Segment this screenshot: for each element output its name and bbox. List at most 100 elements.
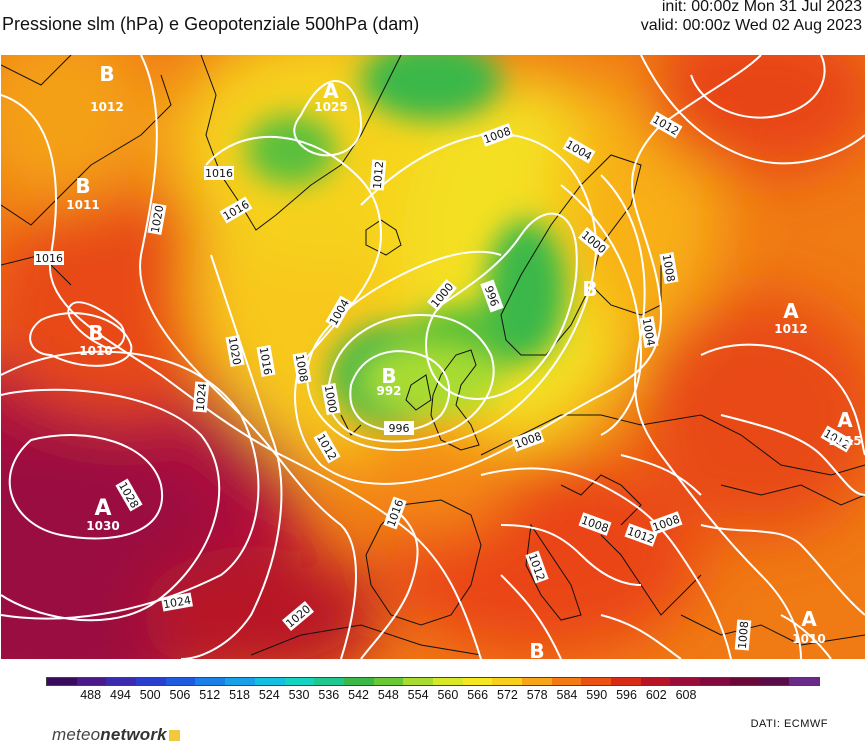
chart-title: Pressione slm (hPa) e Geopotenziale 500h…	[2, 14, 420, 34]
isobar-label: 1020	[149, 204, 167, 234]
colorbar-swatch	[522, 678, 552, 685]
colorbar-swatch	[640, 678, 671, 685]
svg-text:1015: 1015	[828, 434, 861, 448]
colorbar-tick-label: 554	[407, 688, 429, 702]
svg-text:1012: 1012	[90, 100, 123, 114]
colorbar-tick-label: 602	[645, 688, 667, 702]
svg-text:1010: 1010	[792, 632, 825, 646]
svg-text:1010: 1010	[79, 344, 112, 358]
colorbar-swatch	[403, 678, 433, 685]
low-centre: B	[529, 639, 544, 659]
svg-text:1025: 1025	[314, 100, 347, 114]
meteonetwork-logo: meteonetwork	[52, 725, 180, 745]
colorbar-tick-label: 494	[109, 688, 131, 702]
colorbar-tick-label: 572	[496, 688, 518, 702]
isobar-label: 1000	[322, 384, 340, 414]
geopotential-field	[1, 55, 865, 659]
svg-text:1030: 1030	[86, 519, 119, 533]
colorbar-swatch	[462, 678, 493, 685]
svg-text:B: B	[529, 639, 544, 659]
colorbar-swatch	[106, 678, 137, 685]
svg-text:1011: 1011	[66, 198, 99, 212]
isobar-label: 1008	[736, 621, 751, 650]
low-centre: B 1012	[90, 62, 123, 114]
colorbar-swatch	[254, 678, 285, 685]
colorbar-tick-label: 536	[318, 688, 340, 702]
coastlines	[1, 55, 865, 656]
data-source: DATI: ECMWF	[750, 718, 828, 730]
isobar-label: 1020	[226, 336, 244, 366]
isobars	[1, 55, 865, 659]
colorbar-swatch	[551, 678, 582, 685]
svg-text:A: A	[94, 496, 111, 521]
svg-text:B: B	[88, 321, 103, 345]
colorbar-swatch	[373, 678, 404, 685]
colorbar-swatch	[314, 678, 344, 685]
colorbar-swatch	[47, 678, 77, 685]
high-centre: A 1015	[828, 408, 861, 448]
brand-bold: network	[100, 725, 167, 744]
svg-text:B: B	[582, 277, 597, 301]
colorbar-tick-label: 518	[229, 688, 250, 702]
colorbar-tick-label: 500	[139, 688, 161, 702]
isobar-label: 1004	[640, 317, 658, 347]
colorbar-swatch	[759, 678, 790, 685]
colorbar-tick-label: 566	[467, 688, 489, 702]
colorbar-tick-label: 512	[199, 688, 221, 702]
svg-text:B: B	[381, 364, 396, 388]
colorbar-swatch	[165, 678, 196, 685]
colorbar-swatch	[432, 678, 463, 685]
colorbar-swatch	[195, 678, 226, 685]
isobar-label: 1016	[205, 167, 233, 180]
colorbar-swatch	[789, 678, 819, 685]
colorbar-swatch	[76, 678, 107, 685]
svg-text:A: A	[801, 607, 817, 631]
weather-map: 1016 1016 1016 1020 1020 1020 1024 1024 …	[1, 55, 865, 659]
svg-text:B: B	[75, 174, 90, 198]
svg-text:1012: 1012	[774, 322, 807, 336]
map-canvas: 1016 1016 1016 1020 1020 1020 1024 1024 …	[1, 55, 865, 659]
colorbar-swatch	[700, 678, 730, 685]
init-time: init: 00:00z Mon 31 Jul 2023	[661, 0, 862, 15]
colorbar-tick-label: 584	[556, 688, 578, 702]
colorbar-tick-label: 548	[377, 688, 399, 702]
colorbar-tick-label: 488	[80, 688, 102, 702]
colorbar-tick-label: 590	[586, 688, 608, 702]
svg-text:992: 992	[376, 384, 401, 398]
colorbar-swatch	[225, 678, 255, 685]
svg-text:A: A	[837, 408, 853, 432]
colorbar-swatch	[670, 678, 701, 685]
svg-text:A: A	[783, 299, 799, 323]
isobar-label: 1024	[162, 594, 192, 612]
colorbar-tick-label: 578	[526, 688, 548, 702]
colorbar-swatch	[136, 678, 166, 685]
isobar-label: 1024	[194, 383, 209, 412]
colorbar-swatch	[343, 678, 374, 685]
colorbar-tick-label: 524	[258, 688, 280, 702]
colorbar-tick-label: 542	[348, 688, 369, 702]
colorbar-swatch	[284, 678, 315, 685]
low-centre: B	[582, 277, 597, 301]
colorbar-tick-label: 560	[437, 688, 459, 702]
colorbar-tick-label: 596	[616, 688, 637, 702]
isobar-label: 1008	[293, 353, 311, 383]
colorbar-tick-label: 530	[288, 688, 310, 702]
isobar-label: 1008	[660, 253, 678, 283]
colorbar-swatch	[729, 678, 760, 685]
colorbar-swatch	[492, 678, 522, 685]
colorbar-swatch	[611, 678, 641, 685]
logo-square-icon	[168, 730, 180, 741]
isobar-label: 996	[389, 422, 410, 435]
svg-text:A: A	[323, 79, 339, 103]
svg-text:B: B	[99, 62, 114, 86]
colorbar-tick-label: 506	[169, 688, 191, 702]
isobar-label: 1016	[35, 252, 63, 265]
colorbar	[46, 677, 820, 686]
